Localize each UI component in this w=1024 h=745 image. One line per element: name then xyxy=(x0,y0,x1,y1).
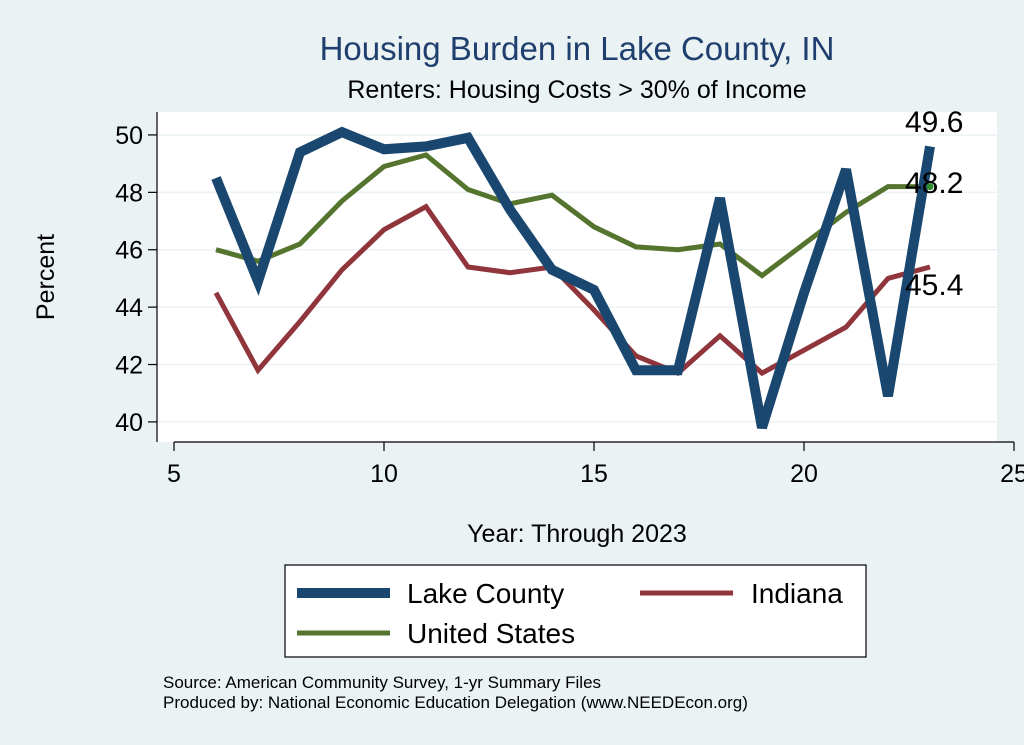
x-tick-label: 15 xyxy=(580,460,608,488)
axes: 40 42 44 46 48 50 5 10 15 20 25 xyxy=(115,112,1024,488)
legend: Lake County Indiana United States xyxy=(284,564,867,658)
y-tick-label: 46 xyxy=(115,237,143,265)
end-labels: 49.6 48.2 45.4 xyxy=(905,106,963,302)
x-axis-label: Year: Through 2023 xyxy=(467,520,687,548)
x-tick-label: 20 xyxy=(790,460,818,488)
series-end-marker xyxy=(926,183,934,191)
end-label-indiana: 45.4 xyxy=(905,269,963,302)
end-label-united-states: 48.2 xyxy=(905,167,963,200)
y-tick-label: 50 xyxy=(115,122,143,150)
y-tick-label: 44 xyxy=(115,294,143,322)
source-note: Source: American Community Survey, 1-yr … xyxy=(163,673,601,692)
legend-box xyxy=(284,564,867,658)
end-label-lake-county: 49.6 xyxy=(905,106,963,139)
y-tick-label: 48 xyxy=(115,179,143,207)
series-line-united-states xyxy=(215,152,930,279)
series-line-lake-county xyxy=(211,126,935,430)
chart-title: Housing Burden in Lake County, IN xyxy=(320,30,835,67)
x-tick-label: 10 xyxy=(370,460,398,488)
chart-subtitle: Renters: Housing Costs > 30% of Income xyxy=(347,76,806,104)
legend-label-lake-county: Lake County xyxy=(407,578,564,609)
series-group xyxy=(211,126,935,430)
series-line-indiana xyxy=(213,203,931,377)
x-tick-label: 5 xyxy=(167,460,181,488)
y-tick-label: 40 xyxy=(115,409,143,437)
producer-note: Produced by: National Economic Education… xyxy=(163,693,748,712)
y-axis-label: Percent xyxy=(32,234,60,320)
y-tick-label: 42 xyxy=(115,352,143,380)
legend-label-united-states: United States xyxy=(407,618,575,649)
x-tick-label: 25 xyxy=(1000,460,1024,488)
legend-label-indiana: Indiana xyxy=(751,578,843,609)
